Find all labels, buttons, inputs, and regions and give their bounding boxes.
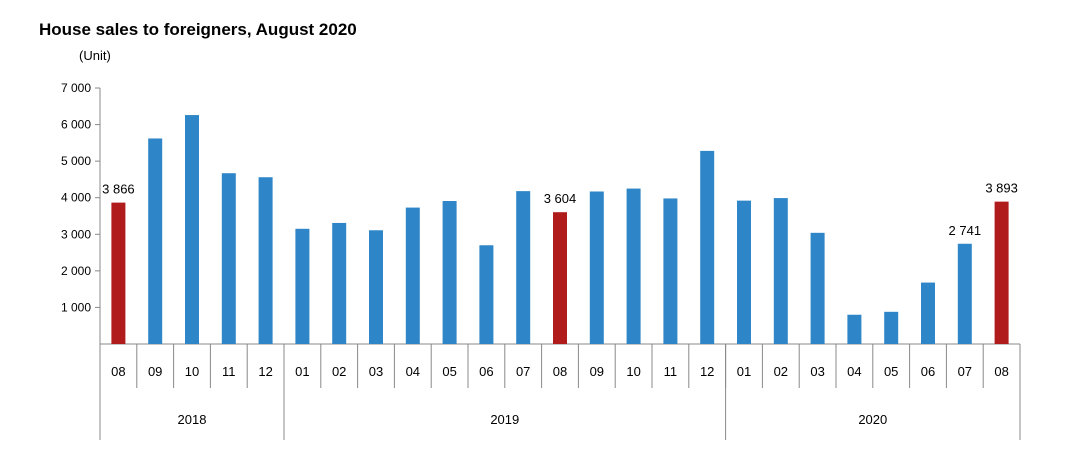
bar-data-label: 3 893 (985, 181, 1018, 196)
x-tick-label: 07 (516, 364, 530, 379)
y-tick-label: 2 000 (61, 264, 91, 278)
x-tick-label: 10 (185, 364, 199, 379)
bar (405, 207, 420, 344)
y-tick-label: 1 000 (61, 300, 91, 314)
bar (295, 228, 310, 344)
bar (884, 311, 899, 344)
bar-data-label: 3 866 (102, 182, 135, 197)
x-tick-label: 06 (921, 364, 935, 379)
y-tick-label: 4 000 (61, 191, 91, 205)
bar (589, 191, 604, 344)
bar (221, 173, 236, 344)
bar (994, 201, 1009, 344)
x-tick-label: 03 (369, 364, 383, 379)
bar (847, 314, 862, 344)
year-label: 2020 (858, 412, 887, 427)
x-tick-label: 01 (737, 364, 751, 379)
x-tick-label: 11 (222, 364, 236, 379)
bar (369, 230, 383, 344)
chart-bars (111, 115, 1009, 344)
bar (516, 191, 531, 344)
bar (626, 188, 641, 344)
bar (111, 202, 126, 344)
x-tick-label: 02 (332, 364, 346, 379)
x-tick-label: 03 (810, 364, 824, 379)
bar (148, 138, 163, 344)
bar (479, 245, 494, 344)
x-tick-label: 01 (295, 364, 309, 379)
bar (663, 198, 678, 344)
bar (957, 243, 972, 344)
chart-data-labels: 3 866 3 604 2 741 3 893 (102, 181, 1018, 238)
x-tick-label: 12 (258, 364, 272, 379)
x-tick-label: 07 (958, 364, 972, 379)
x-tick-label: 09 (148, 364, 162, 379)
x-tick-label: 05 (442, 364, 456, 379)
bar-data-label: 3 604 (544, 191, 577, 206)
bar (737, 200, 751, 344)
bar (700, 150, 715, 344)
y-tick-label: 5 000 (61, 154, 91, 168)
x-tick-label: 08 (111, 364, 125, 379)
x-tick-label: 06 (479, 364, 493, 379)
x-tick-label: 09 (590, 364, 604, 379)
bar (258, 177, 273, 344)
year-label: 2018 (178, 412, 207, 427)
x-tick-label: 02 (774, 364, 788, 379)
bar (810, 232, 825, 344)
bar (773, 198, 788, 344)
y-tick-label: 6 000 (61, 118, 91, 132)
bar (921, 282, 935, 344)
x-tick-label: 05 (884, 364, 898, 379)
chart-title: House sales to foreigners, August 2020 (39, 20, 357, 39)
chart-axes: 1 000 2 000 3 000 4 000 5 000 6 000 7 000 (61, 81, 1020, 345)
bar-data-label: 2 741 (949, 223, 982, 238)
x-tick-label: 11 (664, 364, 678, 379)
bar (553, 212, 567, 344)
x-tick-label: 10 (626, 364, 640, 379)
x-tick-label: 04 (406, 364, 420, 379)
bar (442, 201, 457, 344)
y-tick-label: 7 000 (61, 81, 91, 95)
bar (185, 115, 199, 344)
x-tick-label: 08 (553, 364, 567, 379)
x-tick-label: 04 (847, 364, 861, 379)
year-label: 2019 (490, 412, 519, 427)
y-tick-label: 3 000 (61, 227, 91, 241)
unit-label: (Unit) (79, 48, 111, 63)
bar (332, 222, 347, 344)
x-tick-label: 08 (994, 364, 1008, 379)
x-tick-label: 12 (700, 364, 714, 379)
x-axis: 08 09 10 11 12 01 02 03 04 05 06 07 08 09 10 11 12 01 02 03… (99, 344, 1021, 440)
